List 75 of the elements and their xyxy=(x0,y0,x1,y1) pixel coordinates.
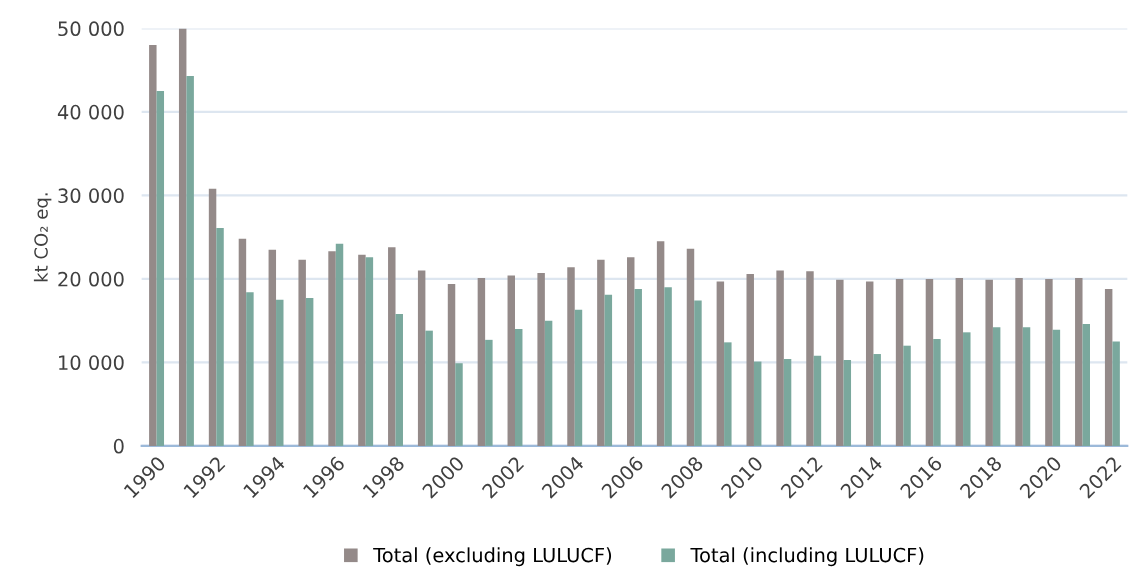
bar xyxy=(305,298,314,446)
bar xyxy=(746,273,754,446)
y-tick-label: 10 000 xyxy=(59,355,124,371)
bar xyxy=(455,363,463,446)
bar xyxy=(178,28,187,446)
bar xyxy=(328,251,336,446)
bar xyxy=(664,287,672,446)
bar xyxy=(985,279,993,446)
bar xyxy=(776,270,784,446)
bar xyxy=(992,327,1001,446)
bar xyxy=(186,75,194,446)
bar xyxy=(238,238,247,446)
bar xyxy=(1104,288,1113,446)
bar xyxy=(933,339,941,446)
bar xyxy=(485,339,493,446)
bar xyxy=(873,354,881,446)
bar xyxy=(515,328,523,446)
bar xyxy=(365,257,374,446)
bar xyxy=(1052,329,1061,446)
bar xyxy=(574,309,583,446)
legend-label: Total (excluding LULUCF) xyxy=(373,547,612,567)
bar xyxy=(1075,278,1083,446)
bar xyxy=(963,332,971,446)
bar xyxy=(836,279,844,446)
bar xyxy=(597,259,605,446)
bar xyxy=(567,267,575,446)
bar xyxy=(298,259,306,446)
bar xyxy=(634,288,642,446)
bar xyxy=(903,345,911,446)
bar xyxy=(268,249,277,446)
bar xyxy=(604,294,613,446)
y-tick-label: 0 xyxy=(113,438,124,454)
bar xyxy=(156,91,165,446)
bar xyxy=(417,270,426,446)
y-tick-label: 20 000 xyxy=(58,271,124,287)
bar xyxy=(753,361,762,446)
bar xyxy=(388,247,396,446)
bar xyxy=(694,300,702,446)
bar xyxy=(1045,278,1053,446)
bar xyxy=(149,45,157,446)
bar xyxy=(1112,341,1120,446)
bar xyxy=(716,281,725,446)
bar xyxy=(865,281,874,446)
bar xyxy=(425,330,433,446)
bar xyxy=(544,320,553,446)
y-tick-label: 30 000 xyxy=(58,188,124,204)
bar xyxy=(724,342,732,446)
bar xyxy=(656,241,665,446)
bar xyxy=(843,359,852,446)
bar xyxy=(447,283,456,446)
bar xyxy=(1082,323,1090,446)
bar xyxy=(925,278,934,446)
bar xyxy=(395,313,403,446)
bar xyxy=(477,278,486,446)
bar xyxy=(627,257,635,446)
y-axis-title: kt CO₂ eq. xyxy=(33,193,52,282)
bar xyxy=(358,254,366,446)
bar xyxy=(216,227,224,446)
bar xyxy=(783,359,792,446)
bar xyxy=(955,278,964,446)
y-tick-label: 40 000 xyxy=(57,104,124,120)
bar xyxy=(813,355,822,446)
bar xyxy=(246,292,254,446)
bar xyxy=(686,248,695,446)
legend-label: Total (including LULUCF) xyxy=(690,547,924,567)
bar xyxy=(335,243,344,446)
bar xyxy=(895,278,904,446)
bar xyxy=(276,299,284,446)
bar xyxy=(806,271,814,446)
bar xyxy=(1015,278,1023,446)
bar xyxy=(507,275,515,446)
bar xyxy=(1022,327,1031,446)
bar xyxy=(537,273,545,446)
bar xyxy=(208,188,217,446)
y-tick-label: 50 000 xyxy=(58,21,124,37)
